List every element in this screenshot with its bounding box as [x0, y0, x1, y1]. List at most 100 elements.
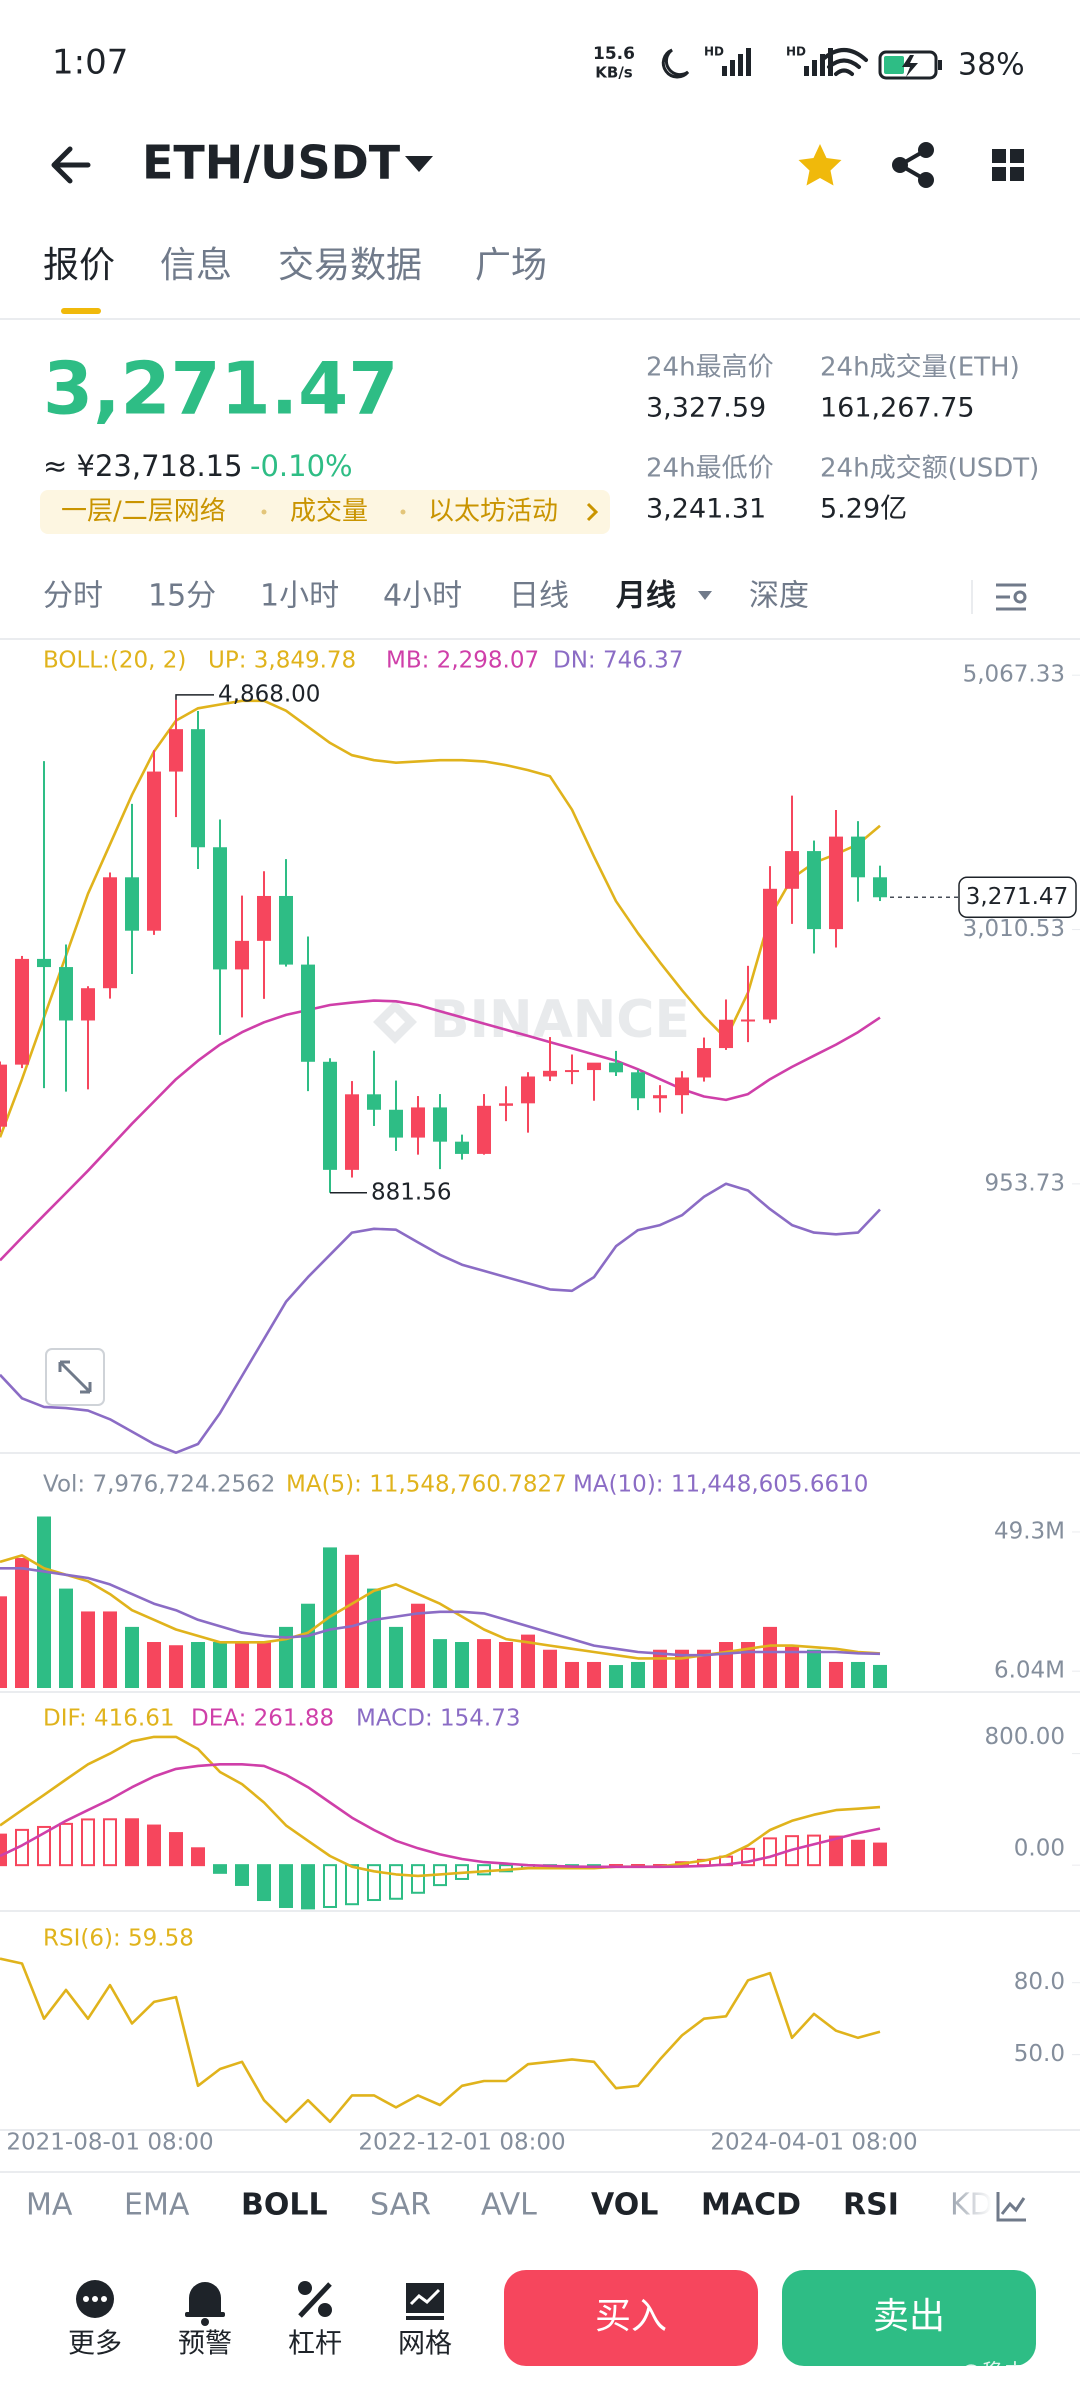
indicator-tab[interactable]: SAR — [370, 2188, 431, 2223]
indicator-tab[interactable]: BOLL — [241, 2188, 328, 2223]
share-button[interactable] — [892, 142, 934, 188]
interval[interactable]: 月线 — [616, 579, 676, 614]
change: -0.10% — [250, 449, 353, 483]
volume-bar — [15, 1558, 29, 1688]
macd-bar — [257, 1864, 271, 1902]
toolbar-label[interactable]: 预警 — [178, 2329, 232, 2360]
volume-bar — [763, 1626, 777, 1688]
stat-label: 24h最低价 — [646, 454, 774, 484]
pair-dropdown[interactable] — [405, 156, 433, 172]
interval[interactable]: 日线 — [509, 579, 569, 614]
toolbar-label[interactable]: 网格 — [398, 2329, 452, 2360]
last-price-box — [958, 876, 1077, 919]
indicator-tab[interactable]: AVL — [481, 2188, 537, 2223]
sell-button[interactable] — [782, 2270, 1036, 2366]
candle-body — [279, 895, 293, 965]
indicator-tab[interactable]: MACD — [701, 2188, 801, 2223]
indicator-tab[interactable]: VOL — [591, 2188, 658, 2223]
candle-body — [345, 1094, 359, 1170]
tab[interactable]: 信息 — [160, 245, 232, 286]
clock: 1:07 — [52, 43, 128, 83]
candle-body — [125, 877, 139, 931]
interval[interactable]: 15分 — [148, 579, 216, 614]
leverage-icon[interactable] — [298, 2281, 332, 2318]
volume-bar — [191, 1642, 205, 1688]
volume-bar — [213, 1642, 227, 1688]
volume-bar — [521, 1634, 535, 1688]
tag-separator — [400, 509, 406, 515]
volume-bar — [785, 1646, 799, 1688]
macd-bar — [59, 1822, 73, 1867]
back-button[interactable] — [51, 146, 91, 184]
last-price-tag: 3,271.47 — [966, 884, 1068, 910]
stat-label: 24h成交量(ETH) — [820, 353, 1020, 383]
tab[interactable]: 报价 — [43, 245, 115, 286]
macd-bar — [213, 1864, 227, 1874]
interval[interactable]: 4小时 — [383, 579, 462, 614]
interval[interactable]: 分时 — [43, 579, 103, 614]
volume-bar — [697, 1649, 711, 1688]
candle-body — [697, 1048, 711, 1078]
legend-entry: DN: 746.37 — [553, 648, 683, 674]
more-icon[interactable] — [76, 2280, 114, 2318]
buy-button[interactable] — [504, 2270, 758, 2366]
chart-settings[interactable] — [996, 583, 1027, 611]
fade — [940, 2186, 992, 2226]
indicator-tab[interactable]: MA — [26, 2188, 73, 2223]
macd-bar — [81, 1818, 95, 1867]
volume-bar — [235, 1642, 249, 1688]
legend-entry: MA(10): 11,448,605.6610 — [573, 1472, 868, 1498]
candle-body — [411, 1107, 425, 1138]
volume-bar — [565, 1661, 579, 1688]
layout-button[interactable] — [992, 149, 1024, 181]
tag-separator — [261, 509, 267, 515]
legend-entry: DEA: 261.88 — [191, 1706, 334, 1732]
candle-body — [323, 1061, 337, 1170]
interval[interactable]: 1小时 — [260, 579, 339, 614]
tab[interactable]: 交易数据 — [278, 245, 422, 286]
tag-pill[interactable] — [40, 490, 610, 534]
tab[interactable]: 广场 — [475, 245, 547, 286]
dnd-icon — [661, 48, 690, 79]
grid-icon[interactable] — [406, 2283, 444, 2320]
sell-label[interactable]: 卖出 — [873, 2296, 945, 2337]
toolbar-label[interactable]: 更多 — [68, 2329, 122, 2360]
volume-bar — [147, 1642, 161, 1688]
indicator-settings[interactable] — [996, 2192, 1026, 2222]
stat-value: 3,327.59 — [646, 393, 766, 424]
macd-bar — [851, 1839, 865, 1867]
toolbar-label[interactable]: 杠杆 — [288, 2329, 342, 2360]
volume-bar — [257, 1642, 271, 1688]
interval-dropdown — [698, 591, 712, 600]
pair-title[interactable]: ETH/USDT — [142, 136, 401, 190]
favorite-star[interactable] — [798, 144, 842, 186]
volume-bar — [455, 1642, 469, 1688]
battery-level: 38% — [958, 48, 1025, 83]
indicator-tab[interactable]: EMA — [124, 2188, 190, 2223]
tag[interactable]: 一层/二层网络 — [61, 497, 226, 527]
candle-body — [785, 851, 799, 889]
candle-body — [521, 1076, 535, 1104]
candle-body — [741, 1019, 755, 1022]
candle-body — [653, 1095, 667, 1099]
candle-body — [763, 888, 777, 1020]
candle-body — [433, 1107, 447, 1142]
candle-body — [455, 1141, 469, 1154]
indicator-line — [0, 999, 881, 1262]
indicator-tab[interactable]: RSI — [843, 2188, 899, 2223]
expand-button[interactable] — [45, 1348, 105, 1406]
candle-body — [169, 729, 183, 772]
candle-body — [15, 958, 29, 1065]
macd-bar — [323, 1864, 337, 1908]
tag[interactable]: 以太坊活动 — [428, 497, 558, 527]
volume-bar — [81, 1611, 95, 1688]
interval[interactable]: 深度 — [749, 579, 809, 614]
tab-indicator — [61, 308, 101, 314]
buy-label[interactable]: 买入 — [595, 2296, 667, 2337]
tag[interactable]: 成交量 — [290, 497, 368, 527]
volume-bar — [103, 1611, 117, 1688]
candle-body — [81, 988, 95, 1021]
candle-body — [609, 1062, 623, 1073]
alert-icon[interactable] — [185, 2282, 225, 2326]
